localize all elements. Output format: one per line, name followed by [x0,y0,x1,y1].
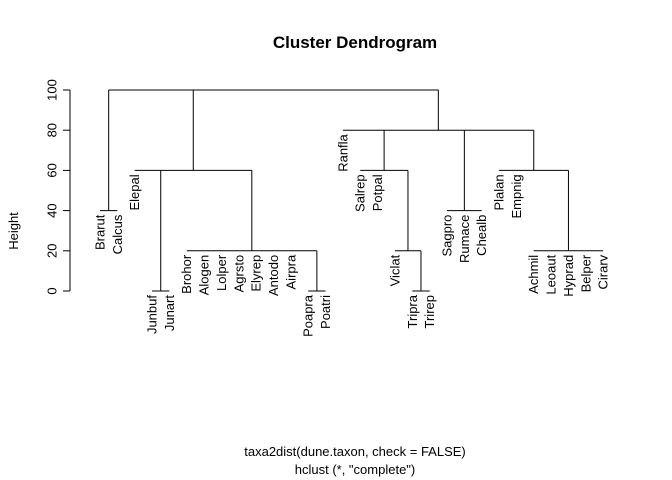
leaf-label: Hyprad [561,255,576,297]
subtitle-line-1: taxa2dist(dune.taxon, check = FALSE) [244,444,466,459]
leaf-label: Leoaut [544,254,559,294]
leaf-label: Belper [578,254,593,292]
y-tick-label: 60 [45,163,60,177]
y-tick-label: 40 [45,203,60,217]
leaf-label: Alogen [197,255,212,295]
leaf-label: Elyrep [249,255,264,292]
y-tick-label: 100 [45,79,60,101]
leaf-label: Salrep [353,174,368,212]
leaf-label: Lolper [214,254,229,291]
leaf-label: Achmil [526,255,541,294]
y-tick-label: 0 [45,287,60,294]
leaf-label: Antodo [266,255,281,296]
leaf-label: Brohor [179,254,194,294]
leaf-label: Calcus [110,214,125,254]
dendrogram-tree [100,89,604,292]
leaf-label: Poatri [318,295,333,329]
leaf-label: Brarut [93,214,108,250]
leaf-label: Chealb [474,215,489,256]
y-axis-label: Height [6,212,21,250]
y-tick-label: 80 [45,123,60,137]
leaf-label: Viclat [387,254,402,286]
leaf-label: Elepal [127,174,142,210]
leaf-label: Sagpro [440,215,455,257]
leaf-label: Poapra [301,294,316,337]
leaf-label: Agrsto [231,255,246,293]
leaf-label: Rumace [457,215,472,263]
leaf-label: Cirarv [596,254,611,289]
leaf-label: Junbuf [145,295,160,334]
leaf-label: Junart [162,295,177,332]
leaf-label: Empnig [509,174,524,218]
y-tick-label: 20 [45,244,60,258]
leaf-label: Ranfla [335,133,350,171]
chart-title: Cluster Dendrogram [273,33,437,52]
subtitle-line-2: hclust (*, "complete") [295,462,416,477]
leaf-label: Tripra [405,294,420,328]
leaf-label: Airpra [283,254,298,289]
leaf-label: Plalan [492,174,507,210]
leaf-label: Trirep [422,295,437,328]
leaf-label: Potpal [370,174,385,211]
y-axis: 0 20 40 60 80 100 [45,79,71,295]
